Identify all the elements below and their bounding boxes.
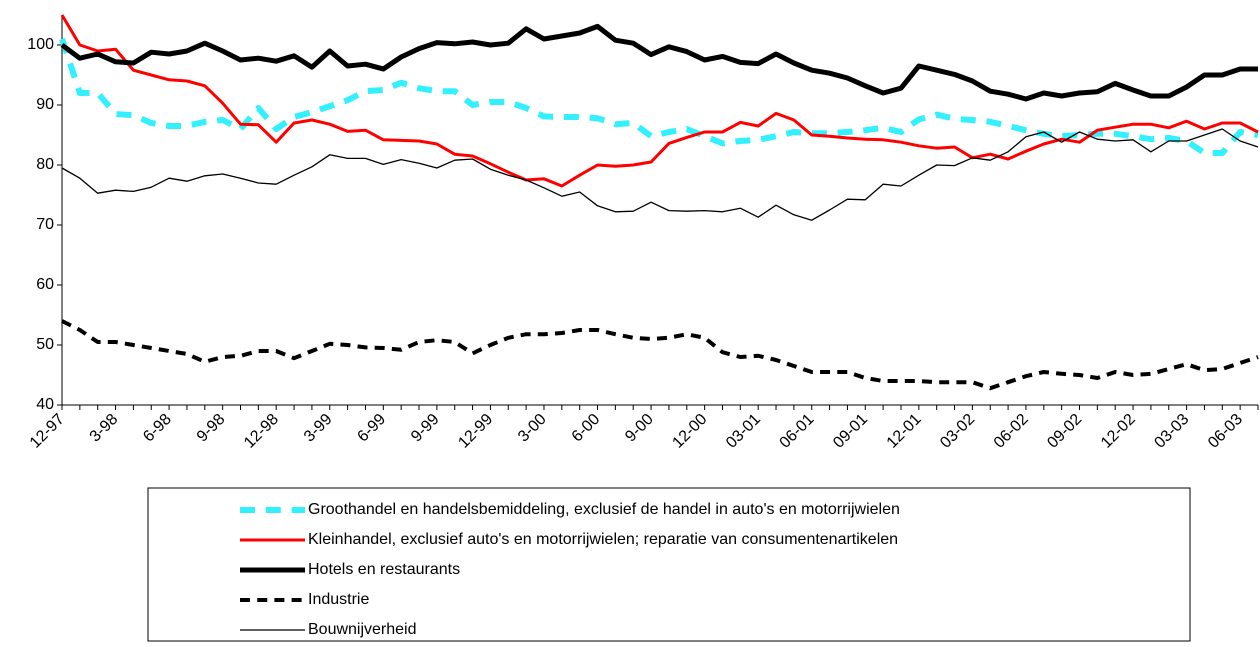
x-tick-label: 12-98 [241,411,282,452]
series-line [59,38,1259,156]
x-tick-label: 9-99 [408,411,443,446]
x-tick-label: 09-02 [1044,411,1085,452]
series-line [60,23,1258,102]
x-tick-label: 9-98 [194,411,229,446]
x-tick-label: 09-01 [830,411,871,452]
x-tick-label: 12-01 [884,411,925,452]
x-tick-label: 3-99 [301,411,336,446]
x-tick-label: 12-02 [1098,411,1139,452]
legend-label: Bouwnijverheid [308,621,417,638]
y-tick-label: 80 [36,156,54,173]
x-tick-label: 6-98 [140,411,175,446]
legend-label: Kleinhandel, exclusief auto's en motorri… [308,531,898,548]
x-tick-label: 12-99 [455,411,496,452]
series-line [61,128,1259,221]
x-tick-label: 06-01 [777,411,818,452]
y-tick-label: 90 [36,96,54,113]
x-tick-label: 6-99 [354,411,389,446]
x-tick-label: 9-00 [622,411,657,446]
x-tick-label: 03-01 [723,411,764,452]
y-tick-label: 70 [36,216,54,233]
x-tick-label: 06-03 [1205,411,1246,452]
series-line [60,14,1259,188]
legend-box [147,487,1191,642]
series-line [61,319,1259,391]
x-tick-label: 3-98 [87,411,122,446]
x-tick-label: 06-02 [991,411,1032,452]
y-tick-label: 50 [36,336,54,353]
x-tick-label: 12-00 [669,411,710,452]
y-tick-label: 60 [36,276,54,293]
x-tick-label: 6-00 [569,411,604,446]
y-tick-label: 40 [36,396,54,413]
x-tick-label: 12-97 [27,411,68,452]
legend-label: Groothandel en handelsbemiddeling, exclu… [308,501,900,518]
y-tick-label: 100 [27,36,54,53]
x-tick-label: 3-00 [515,411,550,446]
legend-label: Industrie [308,591,369,608]
legend-label: Hotels en restaurants [308,561,460,578]
x-tick-label: 03-02 [937,411,978,452]
x-tick-label: 03-03 [1151,411,1192,452]
